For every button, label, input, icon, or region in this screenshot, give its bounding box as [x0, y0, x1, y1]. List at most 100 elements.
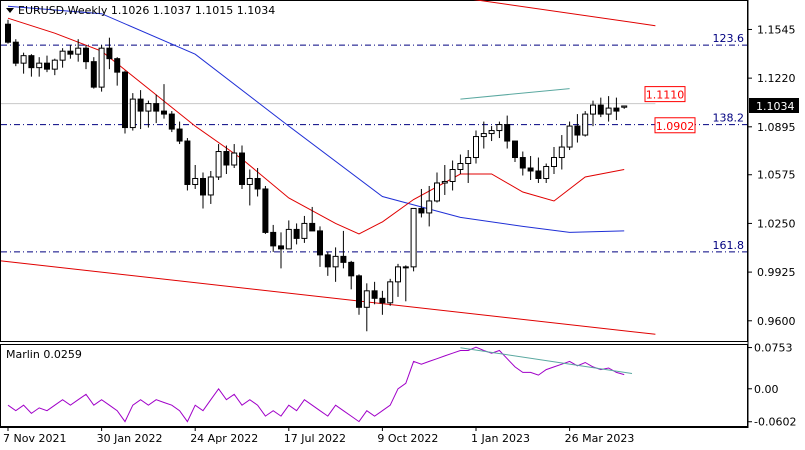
candle	[12, 39, 19, 67]
candle	[161, 84, 167, 119]
oscillator-tick-label: 0.00	[754, 383, 779, 396]
candle	[519, 151, 526, 176]
candle	[387, 278, 394, 306]
candle	[465, 150, 472, 183]
candle	[67, 45, 74, 59]
price-trendline	[460, 88, 570, 100]
candle	[184, 138, 191, 191]
time-tick-label: 26 Mar 2023	[565, 432, 635, 445]
candle	[621, 105, 628, 109]
candle-layer	[5, 19, 628, 332]
candle	[605, 96, 612, 122]
candle	[137, 90, 144, 130]
candle	[246, 169, 253, 206]
candle	[527, 156, 534, 180]
candle	[192, 165, 199, 189]
candle	[75, 39, 82, 62]
candle	[395, 263, 401, 297]
fib-level-label: 138.2	[713, 112, 745, 125]
price-tick-label: 1.1545	[757, 23, 796, 36]
candle	[293, 223, 300, 245]
price-tick-label: 0.9925	[757, 266, 796, 279]
candle	[402, 265, 409, 302]
candle	[574, 114, 581, 143]
candle	[223, 145, 230, 174]
candle	[317, 226, 323, 267]
level-box-label: 1.1110	[646, 89, 685, 102]
level-box-label: 1.0902	[656, 120, 695, 133]
candle	[28, 54, 35, 77]
candle	[98, 45, 105, 92]
candle	[270, 224, 277, 252]
candle	[356, 274, 362, 315]
candle	[324, 251, 331, 276]
candle	[410, 207, 417, 272]
candle	[168, 111, 175, 133]
candle	[449, 160, 456, 191]
candle	[114, 57, 121, 86]
price-tick-label: 0.9600	[757, 315, 796, 328]
oscillator-line	[7, 346, 625, 423]
candle	[582, 111, 589, 137]
level-box	[644, 86, 686, 103]
candle	[20, 52, 27, 74]
oscillator-trendline	[460, 347, 633, 374]
price-tick-label: 1.0250	[757, 217, 796, 230]
candle	[597, 97, 604, 118]
candle	[90, 57, 97, 89]
candle	[551, 147, 557, 174]
channel-lower-line	[0, 260, 656, 335]
candle	[613, 97, 620, 121]
candle	[44, 55, 50, 73]
candle	[504, 115, 511, 149]
candle	[51, 58, 58, 76]
candle	[301, 215, 308, 243]
candle	[215, 144, 222, 180]
price-tick-label: 1.0575	[757, 169, 796, 182]
current-price-box	[749, 97, 799, 113]
level-layer: 123.6 138.2 161.8	[1, 32, 747, 253]
candle	[434, 172, 440, 203]
price-tick-label: 1.0895	[757, 121, 796, 134]
oscillator-header: Marlin 0.0259	[6, 348, 82, 361]
candle	[239, 145, 245, 189]
candle	[473, 130, 479, 164]
candle	[200, 172, 206, 209]
candle	[512, 140, 518, 163]
candle	[488, 126, 495, 142]
candle	[566, 121, 573, 151]
candle	[262, 185, 269, 234]
current-price-label: 1.1034	[756, 100, 795, 113]
moving-average-layer	[7, 5, 625, 235]
candle	[285, 220, 292, 250]
candle	[457, 154, 464, 174]
candle	[309, 206, 316, 232]
candle	[543, 163, 550, 183]
candle	[441, 165, 448, 195]
candle	[371, 281, 378, 305]
label-layer: 1.1110 1.0902	[644, 86, 696, 134]
candle	[176, 121, 183, 145]
channel-layer	[0, 0, 656, 335]
candle	[496, 121, 503, 139]
candle	[59, 48, 66, 68]
fib-level-label: 123.6	[713, 32, 745, 45]
candle	[332, 247, 339, 282]
time-tick-label: 17 Jul 2022	[284, 432, 346, 445]
oscillator-tick-label: 0.0753	[754, 342, 793, 355]
axis-layer: 1.1545 1.1220 1.0895 1.0575 1.0250 0.9925 0.96…	[3, 23, 799, 445]
channel-upper-line	[473, 0, 656, 27]
candle	[207, 171, 214, 204]
candle	[418, 188, 425, 218]
candle	[83, 45, 89, 70]
oscillator-panel-frame	[0, 344, 748, 427]
candle	[348, 260, 355, 290]
candle	[106, 37, 113, 70]
candle	[363, 283, 370, 332]
candle	[379, 290, 386, 315]
candle	[153, 94, 160, 124]
symbol-dropdown-icon[interactable]	[6, 8, 14, 13]
candle	[129, 93, 136, 131]
candle	[145, 100, 152, 128]
